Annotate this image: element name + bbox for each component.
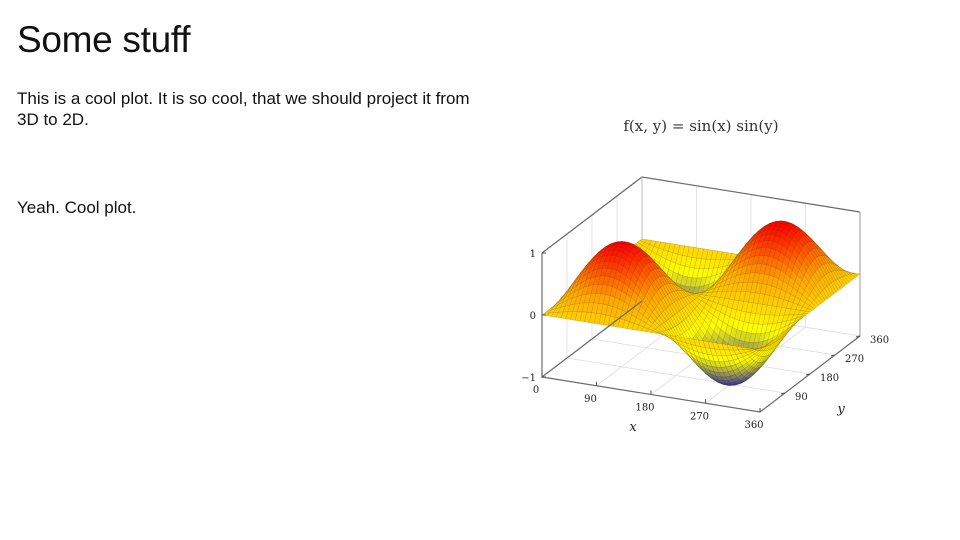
y-tick-mark	[805, 373, 811, 376]
surface-patch	[837, 277, 846, 288]
x-tick-label: 180	[635, 403, 654, 414]
slide-title: Some stuff	[17, 19, 191, 60]
z-tick-label: 1	[530, 249, 536, 260]
x-tick-label: 90	[584, 394, 597, 405]
body-paragraph-1: This is a cool plot. It is so cool, that…	[17, 89, 470, 129]
surface-patch	[811, 299, 819, 308]
y-axis-label: y	[836, 402, 845, 417]
surface-plot: f(x, y) = sin(x) sin(y) 0 90 180 270 360 90 18…	[505, 108, 895, 438]
x-axis-label: x	[629, 420, 637, 435]
surface-patch	[781, 328, 789, 338]
plot-title: f(x, y) = sin(x) sin(y)	[623, 117, 778, 135]
surface-patch	[850, 273, 859, 278]
body-paragraph-2: Yeah. Cool plot.	[17, 198, 137, 217]
surface-patch	[787, 323, 795, 333]
surface-patch	[839, 276, 848, 286]
surface-patch	[828, 282, 837, 295]
surface-patch	[766, 339, 774, 347]
x-tick-label: 0	[533, 385, 539, 396]
surface-patch	[831, 281, 839, 293]
floor-grid-line	[566, 357, 786, 394]
y-tick-label: 90	[795, 392, 808, 403]
surface-patch	[779, 330, 787, 340]
x-tick-label: 360	[744, 420, 763, 431]
surface-patch	[798, 315, 806, 320]
surface-patch	[776, 331, 785, 342]
surface-patch	[826, 284, 835, 296]
surface-patch	[770, 336, 778, 345]
surface-patch	[815, 294, 824, 304]
y-tick-label: 180	[820, 373, 839, 384]
y-tick-mark	[855, 335, 861, 338]
surface-plot-svg: f(x, y) = sin(x) sin(y) 0 90 180 270 360 90 18…	[521, 117, 889, 435]
y-tick-label: 360	[870, 335, 889, 346]
y-tick-mark	[830, 354, 836, 357]
y-tick-label: 270	[845, 354, 864, 365]
surface-patch	[841, 275, 850, 285]
surface-patch	[789, 321, 798, 330]
y-tick-mark	[780, 392, 786, 395]
surface-patch	[807, 305, 815, 311]
surface-patch	[755, 348, 763, 351]
x-tick-label: 270	[690, 411, 709, 422]
surface-patch	[844, 275, 852, 283]
surface-patch	[820, 290, 828, 301]
z-tick-label: −1	[521, 373, 536, 384]
plot-surface	[541, 220, 861, 386]
z-tick-label: 0	[530, 311, 536, 322]
